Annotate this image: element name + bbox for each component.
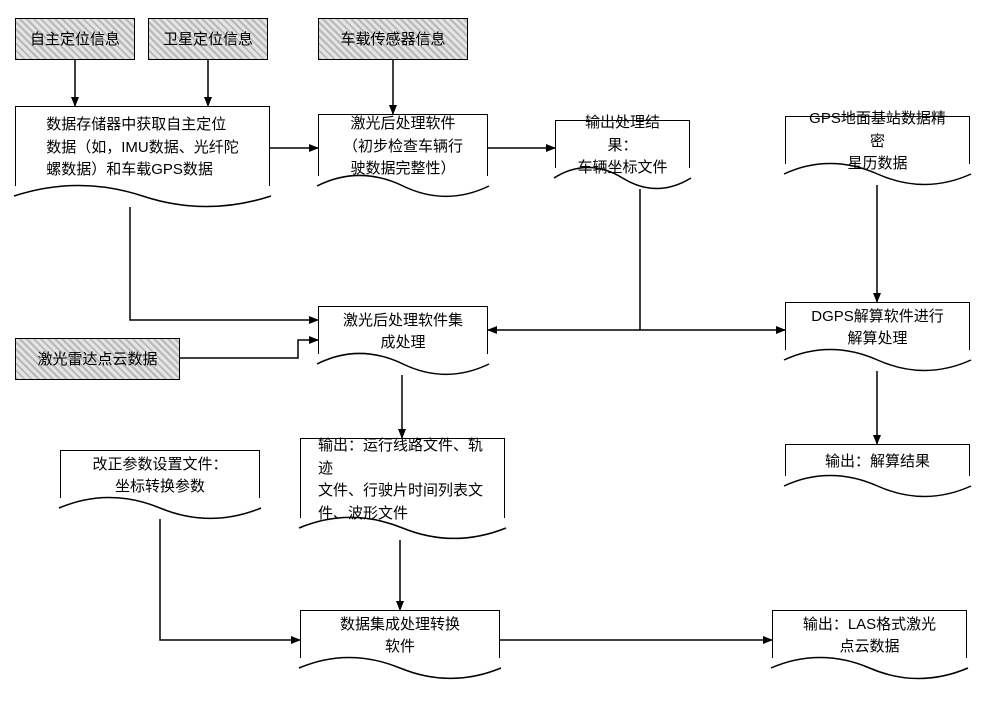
doc-postproc: 激光后处理软件（初步检查车辆行驶数据完整性）: [318, 114, 488, 186]
label-src-self: 自主定位信息: [30, 29, 120, 50]
doc-vehout: 输出处理结果：车辆坐标文件: [555, 120, 690, 178]
label-src-lidar: 激光雷达点云数据: [37, 349, 157, 370]
label-src-sensor: 车载传感器信息: [340, 29, 445, 50]
edge-src_lidar-to-doc_integ: [180, 340, 318, 358]
label-doc-las: 输出：LAS格式激光点云数据: [803, 616, 936, 656]
node-src-self: 自主定位信息: [15, 18, 135, 60]
node-src-sensor: 车载传感器信息: [318, 18, 468, 60]
edge-doc_correct-to-doc_convert: [160, 519, 300, 640]
label-src-sat: 卫星定位信息: [163, 29, 253, 50]
doc-convert: 数据集成处理转换软件: [300, 610, 500, 668]
doc-integ: 激光后处理软件集成处理: [318, 306, 488, 364]
edge-doc_vehout-to-doc_dgps: [640, 189, 785, 330]
label-doc-gpsbase: GPS地面基站数据精密星历数据: [809, 110, 946, 172]
label-doc-outcalc: 输出：解算结果: [825, 453, 930, 470]
label-doc-integ: 激光后处理软件集成处理: [343, 312, 463, 352]
label-doc-correct: 改正参数设置文件：坐标转换参数: [92, 456, 227, 496]
doc-dgps: DGPS解算软件进行解算处理: [785, 302, 970, 360]
label-doc-postproc: 激光后处理软件（初步检查车辆行驶数据完整性）: [343, 115, 463, 177]
doc-gpsbase: GPS地面基站数据精密星历数据: [785, 116, 970, 174]
label-doc-outfiles: 输出：运行线路文件、轨迹文件、行驶片时间列表文件、波形文件: [318, 437, 483, 522]
node-src-lidar: 激光雷达点云数据: [15, 338, 180, 380]
doc-outcalc: 输出：解算结果: [785, 444, 970, 486]
doc-outfiles: 输出：运行线路文件、轨迹文件、行驶片时间列表文件、波形文件: [300, 438, 505, 528]
doc-las: 输出：LAS格式激光点云数据: [772, 610, 967, 668]
doc-correct: 改正参数设置文件：坐标转换参数: [60, 450, 260, 508]
label-doc-store: 数据存储器中获取自主定位数据（如，IMU数据、光纤陀螺数据）和车载GPS数据: [46, 116, 239, 178]
edge-doc_store-to-doc_integ: [130, 207, 318, 320]
label-doc-vehout: 输出处理结果：车辆坐标文件: [577, 114, 667, 176]
doc-store: 数据存储器中获取自主定位数据（如，IMU数据、光纤陀螺数据）和车载GPS数据: [15, 106, 270, 196]
label-doc-convert: 数据集成处理转换软件: [340, 616, 460, 656]
node-src-sat: 卫星定位信息: [148, 18, 268, 60]
label-doc-dgps: DGPS解算软件进行解算处理: [811, 308, 944, 348]
